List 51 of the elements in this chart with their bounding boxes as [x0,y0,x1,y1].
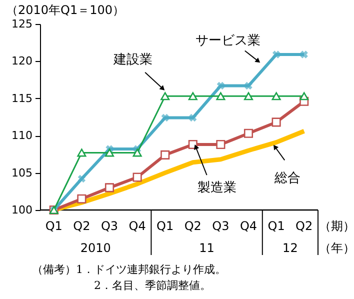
x-axis-title: （期） [319,219,354,233]
text: 建設業 [112,52,153,68]
point [188,92,198,100]
y-tick-label: 110 [12,129,32,142]
point [272,50,280,58]
text: 総合 [273,171,300,186]
text: 12 [282,241,298,255]
x-tick-label: Q3 [100,219,118,233]
point [300,50,308,58]
x-tick-label: Q2 [73,219,90,233]
point [161,114,169,122]
text: 2010 [80,241,111,255]
x-tick-label: Q4 [128,219,146,233]
point [216,140,226,150]
point [104,183,114,192]
x-tick-label: Q4 [240,219,258,233]
x-tick-label: Q1 [45,219,62,233]
point [78,174,86,183]
point [272,92,281,100]
y-tick-label: 115 [12,92,32,105]
y-axis-title: （2010年Q1＝100） [6,3,125,17]
x-tick-label: Q1 [156,219,174,233]
y-tick-label: 125 [12,18,32,30]
point [77,194,86,204]
point [216,82,225,90]
text: （備考）1．ドイツ連邦銀行より作成。 [32,263,226,276]
point [300,92,309,100]
y-tick-label: 105 [12,166,32,180]
point [132,172,142,182]
x-tick-label: Q2 [184,219,202,233]
series-label: サービス業 [195,33,260,48]
point [160,150,170,160]
point [244,92,254,100]
point [160,92,170,100]
x-tick-label: Q3 [212,219,230,233]
point [77,148,86,157]
text: 11 [199,241,214,255]
point [272,118,281,127]
text: 製造業 [198,180,237,196]
y-tick-label: 120 [12,54,32,68]
point [189,114,197,122]
point [104,148,114,157]
text: （年） [319,241,354,255]
point [132,148,142,157]
y-tick-label: 100 [12,204,32,216]
point [216,92,226,100]
point [244,128,254,138]
x-tick-label: Q1 [268,219,285,233]
text: 2．名目、季節調整値。 [94,279,211,292]
point [244,82,252,90]
x-tick-label: Q2 [296,219,313,233]
